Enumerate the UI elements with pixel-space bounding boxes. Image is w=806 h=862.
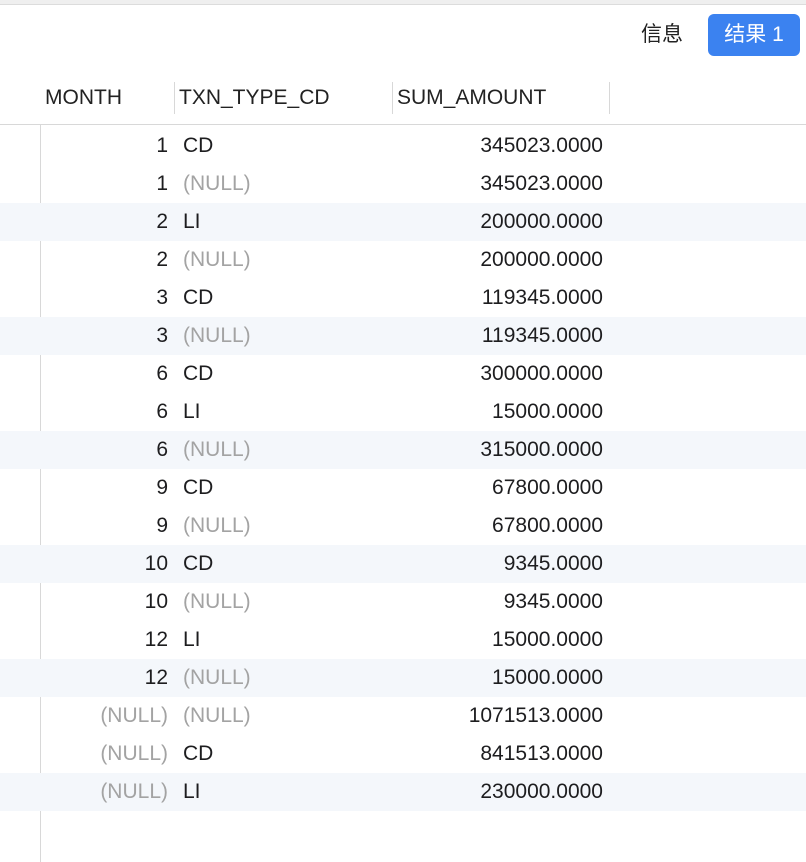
cell-sum-amount[interactable]: 9345.0000 [503, 590, 603, 613]
cell-sum-amount[interactable]: 119345.0000 [481, 286, 603, 309]
cell-txn-type-cd[interactable]: CD [183, 742, 214, 765]
cell-month[interactable]: (NULL) [100, 780, 168, 803]
cell-txn-type-cd[interactable]: LI [183, 210, 201, 233]
table-row[interactable]: 6 (NULL) 315000.0000 [0, 431, 806, 469]
table-row[interactable]: 9 (NULL) 67800.0000 [0, 507, 806, 545]
cell-txn-type-cd[interactable]: LI [183, 628, 201, 651]
cell-sum-amount[interactable]: 841513.0000 [480, 742, 603, 765]
result-grid: MONTH TXN_TYPE_CD SUM_AMOUNT 1 CD 345023.0… [0, 72, 806, 862]
grid-header: MONTH TXN_TYPE_CD SUM_AMOUNT [0, 72, 806, 125]
cell-sum-amount[interactable]: 15000.0000 [492, 628, 603, 651]
cell-sum-amount[interactable]: 15000.0000 [492, 666, 603, 689]
table-row[interactable]: 6 CD 300000.0000 [0, 355, 806, 393]
column-header-sum-amount[interactable]: SUM_AMOUNT [397, 86, 547, 109]
cell-sum-amount[interactable]: 119345.0000 [481, 324, 603, 347]
cell-month[interactable]: 9 [156, 476, 168, 499]
cell-month[interactable]: 6 [156, 400, 168, 423]
cell-sum-amount[interactable]: 315000.0000 [480, 438, 603, 461]
cell-txn-type-cd[interactable]: CD [183, 286, 214, 309]
cell-txn-type-cd[interactable]: CD [183, 134, 214, 157]
cell-month[interactable]: 9 [156, 514, 168, 537]
cell-month[interactable]: 12 [144, 666, 168, 689]
cell-txn-type-cd[interactable]: CD [183, 552, 214, 575]
cell-month[interactable]: 6 [156, 362, 168, 385]
cell-month[interactable]: 1 [156, 172, 168, 195]
column-separator[interactable] [174, 82, 175, 114]
table-row[interactable]: (NULL) LI 230000.0000 [0, 773, 806, 811]
table-row[interactable]: 2 (NULL) 200000.0000 [0, 241, 806, 279]
cell-sum-amount[interactable]: 230000.0000 [480, 780, 603, 803]
cell-month[interactable]: 6 [156, 438, 168, 461]
table-row[interactable]: (NULL) (NULL) 1071513.0000 [0, 697, 806, 735]
table-row[interactable]: 1 CD 345023.0000 [0, 127, 806, 165]
cell-month[interactable]: 3 [156, 324, 168, 347]
column-header-txn-type-cd[interactable]: TXN_TYPE_CD [179, 86, 330, 109]
cell-txn-type-cd[interactable]: (NULL) [183, 438, 251, 461]
cell-sum-amount[interactable]: 345023.0000 [480, 134, 603, 157]
cell-txn-type-cd[interactable]: (NULL) [183, 324, 251, 347]
cell-sum-amount[interactable]: 67800.0000 [492, 476, 603, 499]
table-row[interactable]: 3 CD 119345.0000 [0, 279, 806, 317]
cell-txn-type-cd[interactable]: LI [183, 400, 201, 423]
cell-month[interactable]: 10 [144, 552, 168, 575]
table-row[interactable]: 12 (NULL) 15000.0000 [0, 659, 806, 697]
result-1-tab-button[interactable]: 结果 1 [708, 14, 800, 56]
cell-sum-amount[interactable]: 300000.0000 [480, 362, 603, 385]
grid-rows: 1 CD 345023.0000 1 (NULL) 345023.0000 2 LI 20000… [0, 127, 806, 811]
cell-sum-amount[interactable]: 1071513.0000 [468, 704, 603, 727]
column-header-month[interactable]: MONTH [45, 86, 122, 109]
result-toolbar: 信息 结果 1 [0, 0, 806, 73]
column-separator[interactable] [392, 82, 393, 114]
table-row[interactable]: 6 LI 15000.0000 [0, 393, 806, 431]
cell-month[interactable]: 1 [156, 134, 168, 157]
table-row[interactable]: 12 LI 15000.0000 [0, 621, 806, 659]
cell-txn-type-cd[interactable]: CD [183, 362, 214, 385]
cell-month[interactable]: 2 [156, 248, 168, 271]
cell-txn-type-cd[interactable]: (NULL) [183, 514, 251, 537]
column-separator[interactable] [609, 82, 610, 114]
cell-sum-amount[interactable]: 67800.0000 [492, 514, 603, 537]
table-row[interactable]: 3 (NULL) 119345.0000 [0, 317, 806, 355]
cell-txn-type-cd[interactable]: LI [183, 780, 201, 803]
table-row[interactable]: 10 (NULL) 9345.0000 [0, 583, 806, 621]
cell-month[interactable]: 12 [144, 628, 168, 651]
cell-txn-type-cd[interactable]: (NULL) [183, 248, 251, 271]
cell-sum-amount[interactable]: 9345.0000 [503, 552, 603, 575]
table-row[interactable]: 10 CD 9345.0000 [0, 545, 806, 583]
cell-txn-type-cd[interactable]: (NULL) [183, 172, 251, 195]
info-tab-button[interactable]: 信息 [641, 23, 683, 46]
top-strip [0, 0, 806, 5]
cell-month[interactable]: (NULL) [100, 742, 168, 765]
cell-month[interactable]: (NULL) [100, 704, 168, 727]
cell-month[interactable]: 10 [144, 590, 168, 613]
cell-sum-amount[interactable]: 15000.0000 [492, 400, 603, 423]
cell-sum-amount[interactable]: 200000.0000 [480, 248, 603, 271]
table-row[interactable]: (NULL) CD 841513.0000 [0, 735, 806, 773]
cell-month[interactable]: 2 [156, 210, 168, 233]
table-row[interactable]: 2 LI 200000.0000 [0, 203, 806, 241]
cell-txn-type-cd[interactable]: CD [183, 476, 214, 499]
cell-txn-type-cd[interactable]: (NULL) [183, 666, 251, 689]
cell-sum-amount[interactable]: 200000.0000 [480, 210, 603, 233]
cell-sum-amount[interactable]: 345023.0000 [480, 172, 603, 195]
cell-txn-type-cd[interactable]: (NULL) [183, 704, 251, 727]
cell-txn-type-cd[interactable]: (NULL) [183, 590, 251, 613]
table-row[interactable]: 1 (NULL) 345023.0000 [0, 165, 806, 203]
table-row[interactable]: 9 CD 67800.0000 [0, 469, 806, 507]
cell-month[interactable]: 3 [156, 286, 168, 309]
